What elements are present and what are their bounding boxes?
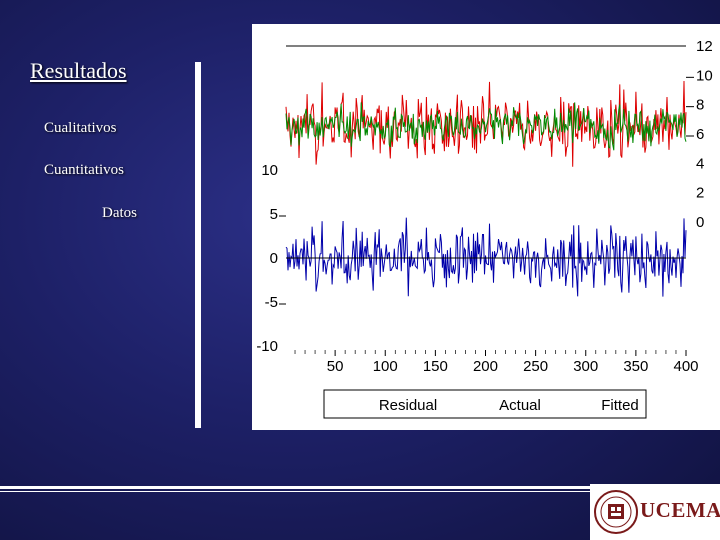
fitted-series-line <box>285 102 687 151</box>
footer-line <box>0 486 720 489</box>
x-tick-label-0: 50 <box>327 358 344 375</box>
left-tick-label-3: -5 <box>265 294 278 311</box>
right-tick-label-2: 8 <box>696 97 704 114</box>
menu-item-cuantitativos[interactable]: Cuantitativos <box>44 162 124 178</box>
x-tick-label-2: 150 <box>423 358 448 375</box>
vertical-divider <box>195 62 201 428</box>
right-tick-label-0: 12 <box>696 38 713 55</box>
menu-title[interactable]: Resultados <box>30 58 127 83</box>
right-tick-label-4: 4 <box>696 155 704 172</box>
x-tick-label-4: 250 <box>523 358 548 375</box>
x-tick-label-7: 400 <box>673 358 698 375</box>
ucema-logo: UCEMA <box>590 484 720 540</box>
seal-icon <box>594 490 638 534</box>
right-tick-label-6: 0 <box>696 214 704 231</box>
menu-item-cualitativos[interactable]: Cualitativos <box>44 120 117 136</box>
left-tick-label-4: -10 <box>256 338 278 355</box>
x-tick-label-6: 350 <box>623 358 648 375</box>
right-tick-label-5: 2 <box>696 185 704 202</box>
x-tick-label-3: 200 <box>473 358 498 375</box>
left-tick-label-2: 0 <box>270 250 278 267</box>
legend-box <box>323 389 647 419</box>
x-tick-label-1: 100 <box>373 358 398 375</box>
menu-item-datos[interactable]: Datos <box>102 205 137 221</box>
legend-entry-actual: Actual <box>499 397 541 414</box>
actual-series-line <box>285 80 687 167</box>
left-tick-label-1: 5 <box>270 206 278 223</box>
logo-text: UCEMA <box>640 498 720 522</box>
residual-series-line <box>285 217 687 297</box>
footer-line-thin <box>0 491 720 492</box>
legend-entry-residual: Residual <box>379 397 437 414</box>
left-tick-label-0: 10 <box>261 162 278 179</box>
right-tick-label-1: 10 <box>696 67 713 84</box>
residual-chart: 50 100 150 200 250 300 350 4001050-5-1012108642… <box>256 38 713 419</box>
chart-panel: 50 100 150 200 250 300 350 400 10 5 0 -5 -10 12 10 8 6 4 2… <box>252 24 720 430</box>
legend-entry-fitted: Fitted <box>601 397 639 414</box>
x-tick-label-5: 300 <box>573 358 598 375</box>
right-tick-label-3: 6 <box>696 126 704 143</box>
